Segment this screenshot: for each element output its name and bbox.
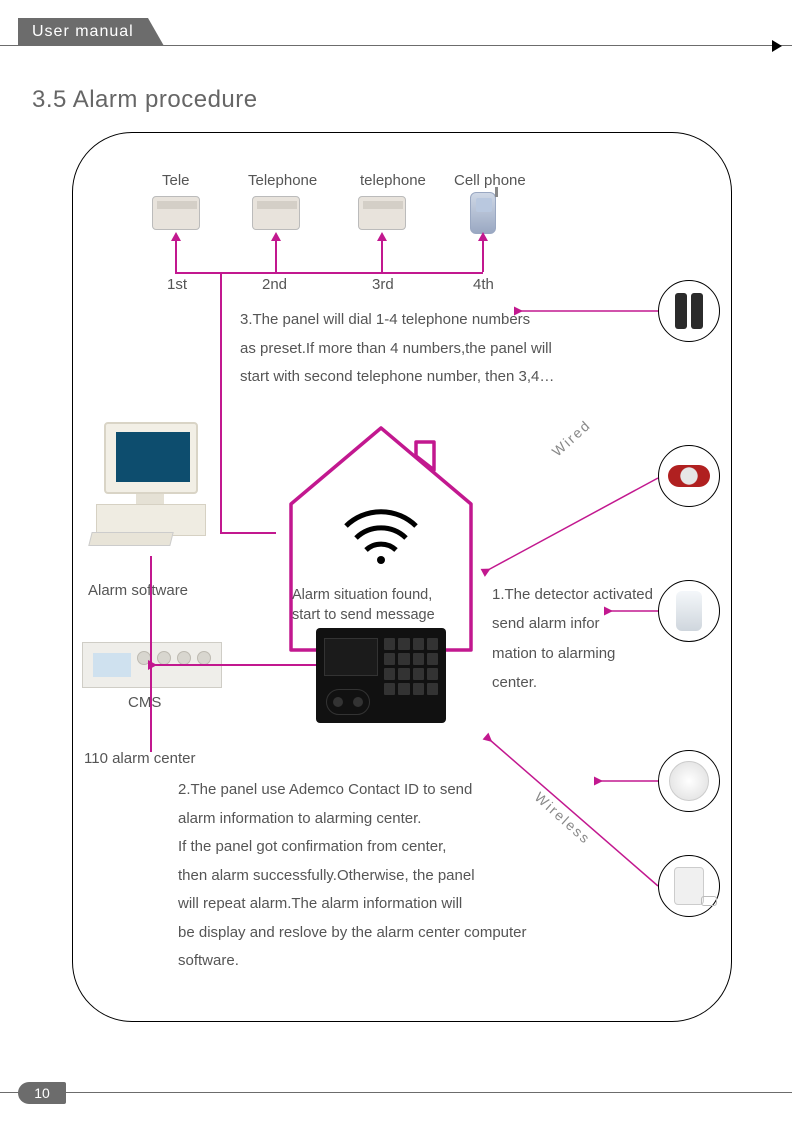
order-4: 4th bbox=[473, 276, 494, 293]
phone-label-2: Telephone bbox=[248, 172, 317, 189]
header-rule bbox=[0, 45, 792, 46]
alarm-center-label: 110 alarm center bbox=[84, 750, 195, 767]
telephone-icon bbox=[358, 196, 406, 230]
phone-label-1: Tele bbox=[162, 172, 190, 189]
connector bbox=[482, 236, 484, 272]
connector bbox=[381, 236, 383, 272]
cellphone-icon bbox=[470, 192, 496, 234]
beam-sensor-icon bbox=[658, 280, 720, 342]
step3-text: 3.The panel will dial 1-4 telephone numb… bbox=[240, 306, 650, 392]
order-2: 2nd bbox=[262, 276, 287, 293]
telephone-icon bbox=[152, 196, 200, 230]
arrow-icon bbox=[171, 232, 181, 241]
arrow-icon bbox=[478, 232, 488, 241]
order-1: 1st bbox=[167, 276, 187, 293]
connector bbox=[175, 236, 177, 272]
connector bbox=[150, 556, 152, 752]
alarm-software-label: Alarm software bbox=[88, 582, 188, 599]
header: User manual bbox=[0, 18, 792, 46]
cms-label: CMS bbox=[128, 694, 161, 711]
header-arrow-icon bbox=[772, 40, 782, 52]
pir-sensor-icon bbox=[658, 580, 720, 642]
phone-label-4: Cell phone bbox=[454, 172, 526, 189]
siren-sensor-icon bbox=[658, 445, 720, 507]
alarm-panel-icon bbox=[316, 628, 446, 723]
arrow-icon bbox=[148, 660, 157, 670]
house-caption: Alarm situation found, start to send mes… bbox=[292, 586, 435, 625]
connector bbox=[220, 272, 222, 532]
footer-rule bbox=[0, 1092, 792, 1093]
order-3: 3rd bbox=[372, 276, 394, 293]
phone-label-3: telephone bbox=[360, 172, 426, 189]
header-tab: User manual bbox=[18, 18, 148, 46]
gas-sensor-icon bbox=[658, 855, 720, 917]
section-title: 3.5 Alarm procedure bbox=[32, 86, 258, 114]
connector bbox=[150, 664, 316, 666]
computer-icon bbox=[96, 422, 206, 542]
arrow-icon bbox=[377, 232, 387, 241]
smoke-sensor-icon bbox=[658, 750, 720, 812]
step2-text: 2.The panel use Ademco Contact ID to sen… bbox=[178, 776, 688, 976]
page-number: 10 bbox=[18, 1082, 66, 1104]
connector bbox=[220, 532, 276, 534]
telephone-icon bbox=[252, 196, 300, 230]
connector bbox=[275, 236, 277, 272]
arrow-icon bbox=[271, 232, 281, 241]
